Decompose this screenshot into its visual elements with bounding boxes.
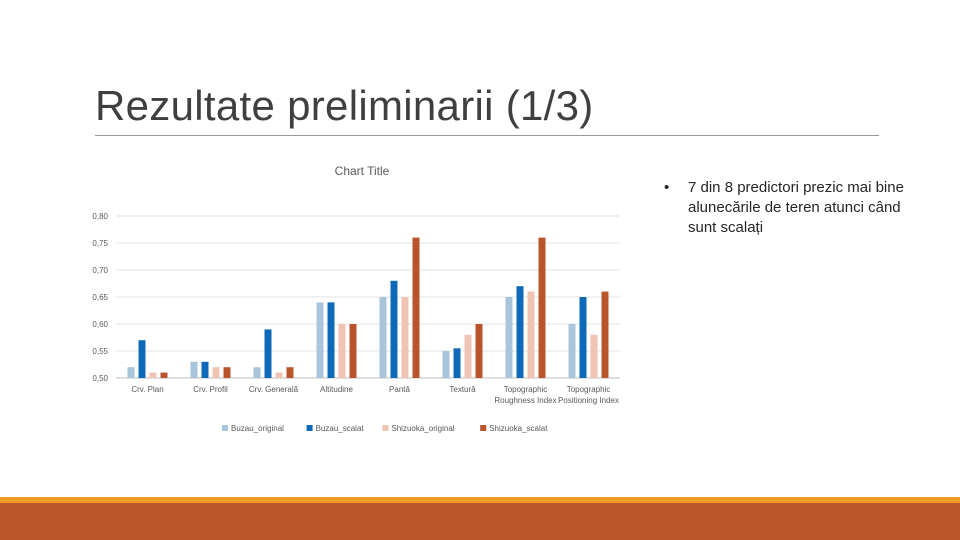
x-tick-label: Textură — [449, 385, 476, 394]
bullet-text: 7 din 8 predictori prezic mai bine alune… — [688, 179, 904, 236]
bar — [579, 297, 587, 378]
legend-swatch — [222, 425, 228, 431]
legend-label: Buzau_original — [231, 424, 284, 433]
bar — [253, 367, 261, 378]
x-tick-label-line: Topographic — [504, 385, 548, 394]
y-tick-label: 0,55 — [92, 347, 108, 356]
bar — [412, 237, 420, 378]
footer-accent-stripe — [0, 497, 960, 503]
y-tick-label: 0,70 — [92, 266, 108, 275]
bar — [516, 286, 524, 378]
bar — [538, 237, 546, 378]
bar — [149, 372, 157, 378]
chart-title: Chart Title — [335, 164, 390, 178]
legend-label: Shizuoka_original — [391, 424, 454, 433]
bullet-list: • 7 din 8 predictori prezic mai bine alu… — [660, 178, 930, 238]
bar — [223, 367, 231, 378]
y-tick-label: 0,80 — [92, 212, 108, 221]
y-tick-label: 0,65 — [92, 293, 108, 302]
bar — [190, 361, 198, 378]
bar — [442, 351, 450, 378]
x-tick-label-line: Crv. Plan — [131, 385, 163, 394]
bar — [401, 297, 409, 378]
x-tick-label-line: Altitudine — [320, 385, 353, 394]
bar — [264, 329, 272, 378]
legend-swatch — [306, 425, 313, 431]
x-tick-label: Crv. Plan — [131, 385, 163, 394]
x-tick-label-line: Pantă — [389, 385, 410, 394]
bar — [475, 324, 483, 378]
legend-swatch — [382, 425, 389, 431]
bar — [160, 372, 168, 378]
legend-label: Shizuoka_scalat — [489, 424, 548, 433]
legend-swatch — [480, 425, 487, 431]
x-tick-label-line: Crv. Profil — [193, 385, 228, 394]
y-tick-label: 0,50 — [92, 374, 108, 383]
bar — [201, 361, 209, 378]
bar — [212, 367, 220, 378]
x-tick-label-line: Crv. Generală — [249, 385, 299, 394]
x-tick-label: Topographic Roughness Index — [494, 385, 556, 405]
x-tick-label: Topographic Positioning Index — [558, 385, 619, 405]
x-tick-label-line: Positioning Index — [558, 396, 619, 405]
bar — [275, 372, 283, 378]
bar — [138, 340, 146, 378]
bar — [379, 297, 387, 378]
bar — [601, 291, 609, 378]
bar — [453, 348, 461, 378]
x-tick-label-line: Topographic — [567, 385, 611, 394]
bar — [505, 297, 513, 378]
bar — [568, 324, 576, 378]
x-tick-label: Altitudine — [320, 385, 353, 394]
bar — [590, 334, 598, 378]
x-tick-label-line: Roughness Index — [494, 396, 556, 405]
bar — [390, 280, 398, 378]
bar — [349, 324, 357, 378]
bar — [127, 367, 135, 378]
legend-label: Buzau_scalat — [316, 424, 365, 433]
footer-band — [0, 503, 960, 540]
x-tick-label: Pantă — [389, 385, 410, 394]
y-tick-label: 0,60 — [92, 320, 108, 329]
bar-chart: Chart Title 0,50 0,55 0,60 0,65 0,70 0,75 0,80 C… — [92, 164, 620, 433]
bullet-item: • 7 din 8 predictori prezic mai bine alu… — [660, 178, 930, 238]
x-tick-label: Crv. Generală — [249, 385, 299, 394]
x-tick-label: Crv. Profil — [193, 385, 228, 394]
bar — [327, 302, 335, 378]
title-divider — [95, 135, 879, 136]
bar — [286, 367, 294, 378]
y-tick-label: 0,75 — [92, 239, 108, 248]
bar — [464, 334, 472, 378]
bar — [527, 291, 535, 378]
bar — [338, 324, 346, 378]
bullet-icon: • — [664, 179, 670, 196]
x-tick-label-line: Textură — [449, 385, 476, 394]
slide-title: Rezultate preliminarii (1/3) — [95, 82, 594, 129]
bar — [316, 302, 324, 378]
